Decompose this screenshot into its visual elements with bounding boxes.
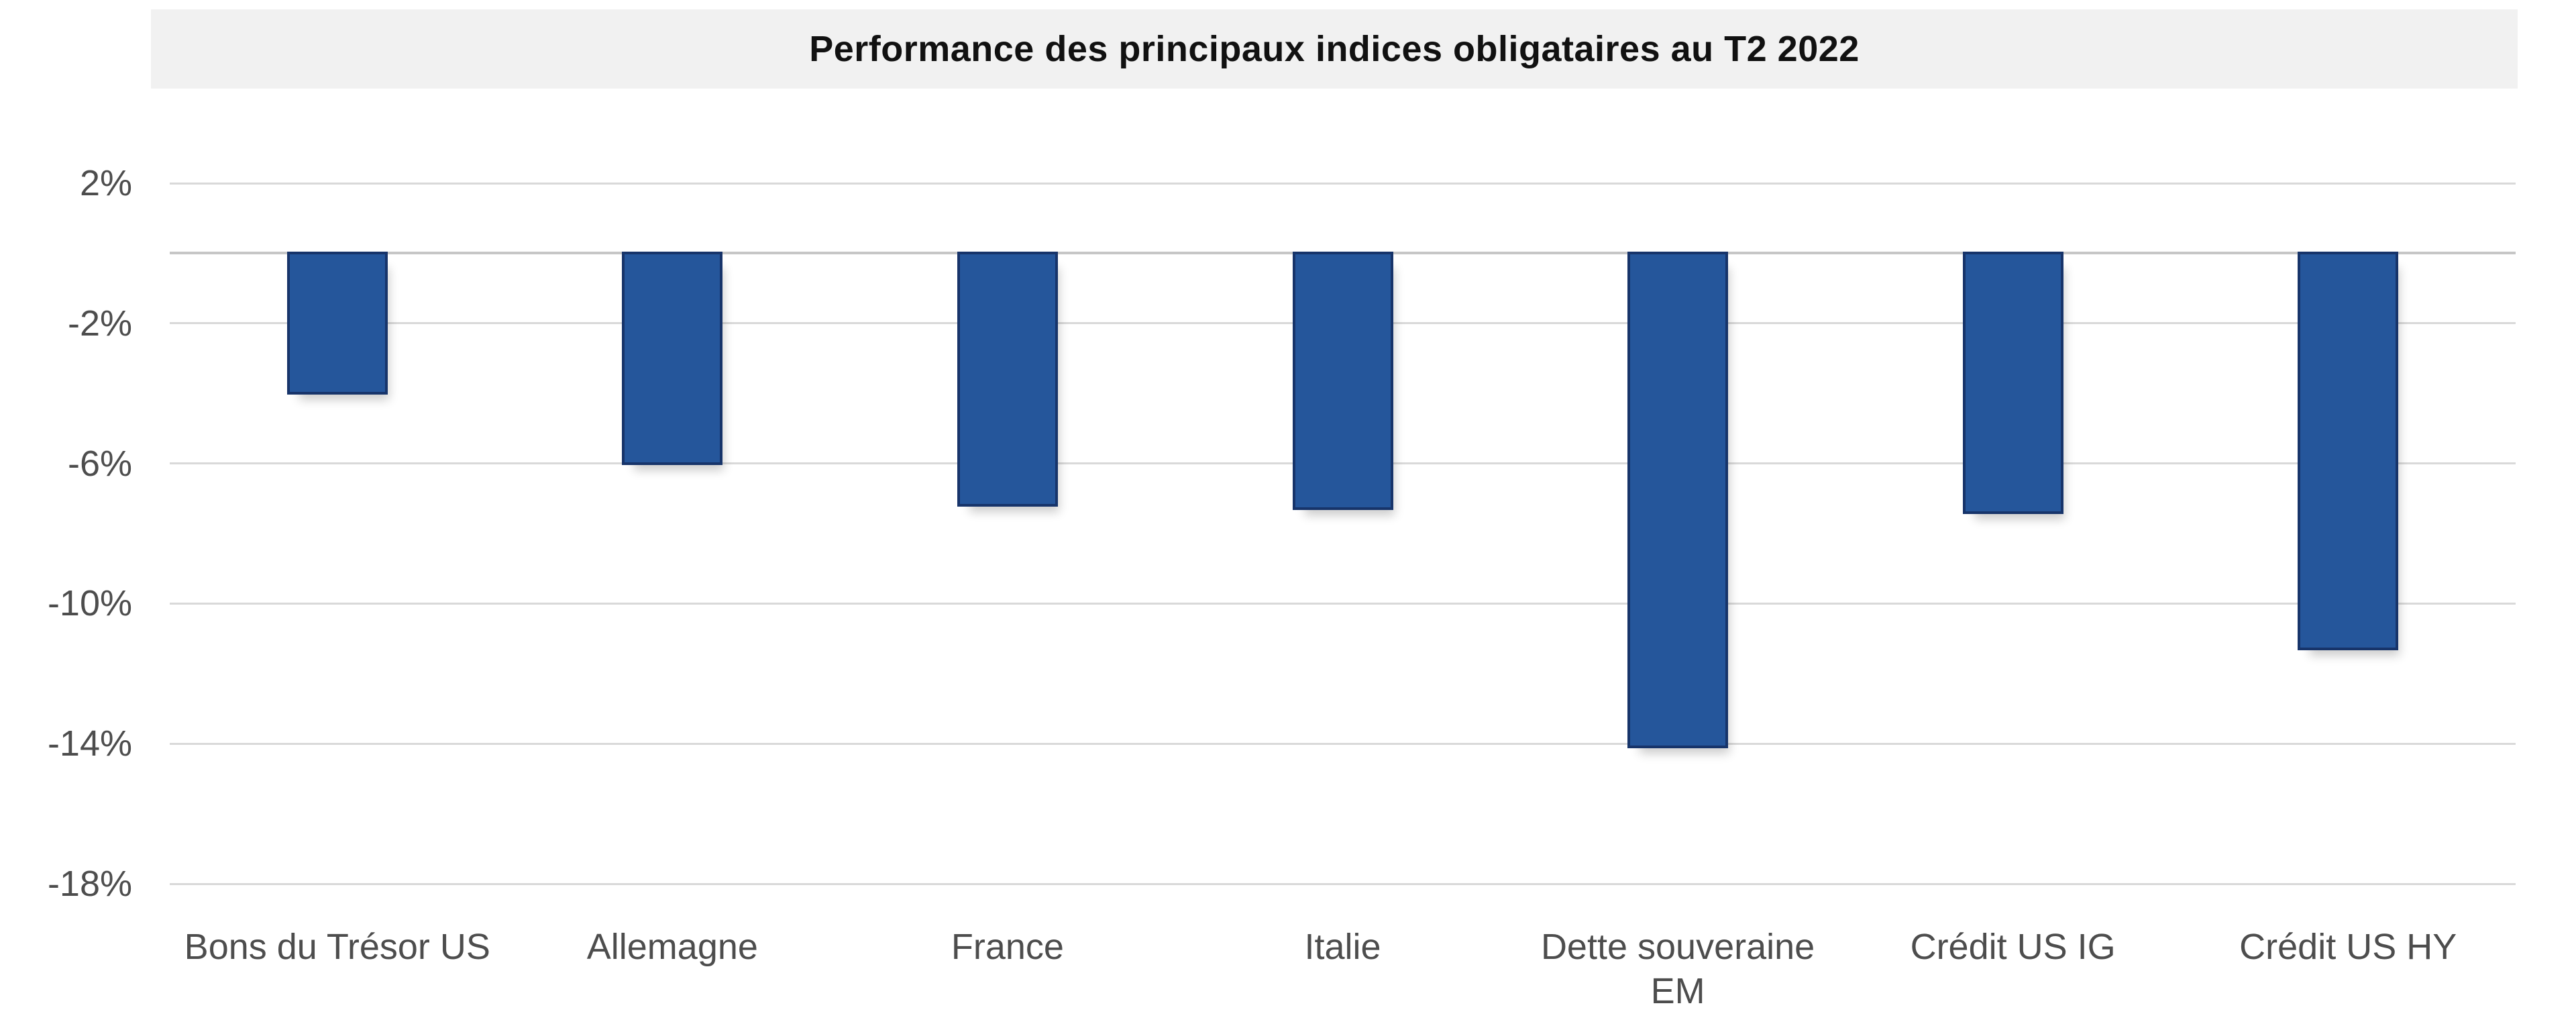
y-tick-label: 2% [79,163,132,203]
gridline [170,602,2516,605]
bar [1627,252,1729,749]
y-tick-label: -18% [47,864,132,904]
bar [957,252,1058,507]
gridline [170,882,2516,885]
y-tick-label: -6% [67,443,132,484]
category-label: France [951,927,1064,967]
y-tick-label: -10% [47,583,132,624]
category-label: Dette souveraine EM [1540,927,1815,1011]
chart-title: Performance des principaux indices oblig… [809,29,1860,69]
category-label: Crédit US IG [1910,927,2116,967]
gridline [170,742,2516,745]
category-label: Allemagne [586,927,758,967]
y-tick-label: -14% [47,723,132,764]
bar [286,252,388,395]
bar [2298,252,2399,651]
y-tick-label: -2% [67,303,132,344]
bar [1292,252,1393,511]
category-label: Bons du Trésor US [184,927,490,967]
title-band: Performance des principaux indices oblig… [151,9,2518,89]
category-label: Italie [1304,927,1381,967]
bar [622,252,723,465]
category-label: Crédit US HY [2239,927,2457,967]
bar [1962,252,2063,514]
gridline [170,182,2516,185]
